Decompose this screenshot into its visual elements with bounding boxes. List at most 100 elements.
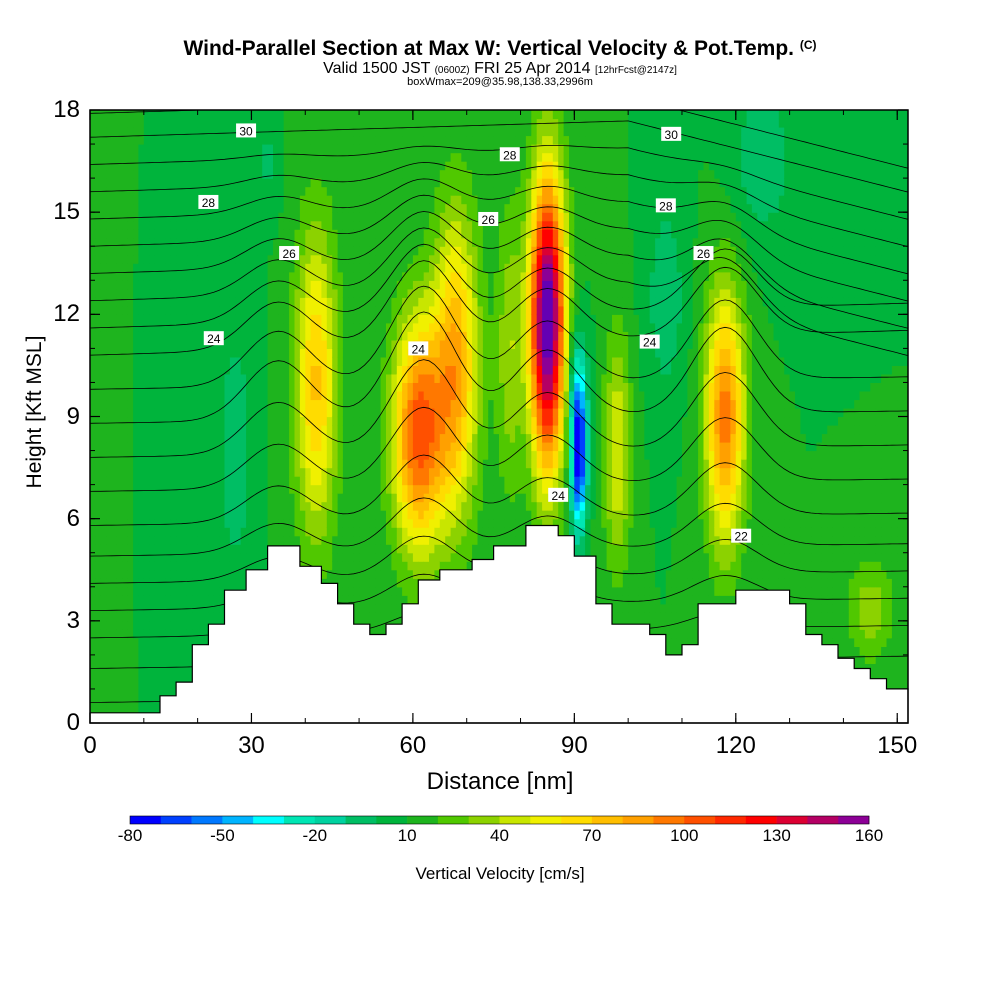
w-cell [133, 373, 140, 383]
w-cell [106, 569, 113, 579]
w-cell [369, 144, 376, 154]
w-cell [213, 493, 220, 503]
w-cell [143, 671, 150, 681]
w-cell [95, 229, 102, 239]
w-cell [100, 271, 107, 281]
w-cell [267, 152, 274, 162]
w-cell [143, 433, 150, 443]
w-cell [299, 280, 306, 290]
w-cell [160, 569, 166, 579]
w-cell [262, 263, 269, 273]
w-cell [106, 305, 113, 315]
w-cell [160, 663, 166, 673]
w-cell [224, 578, 231, 588]
w-cell [170, 561, 177, 571]
w-cell [176, 578, 183, 588]
w-cell [310, 331, 317, 341]
w-cell [273, 391, 279, 401]
w-cell [353, 314, 360, 324]
w-cell [149, 144, 156, 154]
w-cell [321, 246, 328, 256]
w-cell [299, 152, 306, 162]
w-cell [337, 288, 344, 298]
w-cell [412, 246, 419, 256]
w-cell [100, 484, 107, 494]
w-cell [192, 561, 199, 571]
w-cell [359, 280, 366, 290]
w-cell [402, 263, 409, 273]
w-cell [246, 365, 253, 375]
w-cell [176, 552, 183, 562]
w-cell [219, 169, 226, 179]
w-cell [429, 450, 435, 460]
w-cell [278, 288, 285, 298]
w-cell [100, 612, 107, 622]
w-cell [116, 408, 123, 418]
w-cell [181, 654, 188, 664]
w-cell [310, 178, 317, 188]
w-cell [95, 263, 102, 273]
w-cell [203, 603, 209, 613]
w-cell [429, 254, 435, 264]
w-cell [391, 254, 398, 264]
w-cell [127, 263, 134, 273]
w-cell [262, 399, 269, 409]
w-cell [402, 518, 409, 528]
w-cell [342, 408, 349, 418]
w-cell [106, 467, 113, 477]
w-cell [186, 544, 193, 554]
w-cell [332, 348, 339, 358]
w-cell [412, 561, 419, 571]
w-cell [229, 433, 236, 443]
w-cell [364, 271, 371, 281]
w-cell [439, 220, 446, 230]
w-cell [402, 144, 409, 154]
w-cell [439, 356, 446, 366]
w-cell [337, 527, 344, 537]
w-cell [235, 552, 242, 562]
w-cell [181, 348, 188, 358]
w-cell [100, 288, 107, 298]
w-cell [100, 229, 107, 239]
w-cell [154, 169, 161, 179]
w-cell [386, 254, 392, 264]
w-cell [116, 561, 123, 571]
w-cell [203, 305, 209, 315]
w-cell [90, 161, 96, 171]
w-cell [106, 118, 113, 128]
w-cell [133, 620, 140, 630]
w-cell [208, 144, 215, 154]
w-cell [192, 322, 199, 332]
w-cell [224, 178, 231, 188]
w-cell [326, 331, 333, 341]
w-cell [203, 612, 209, 622]
w-cell [116, 416, 123, 426]
w-cell [380, 186, 387, 196]
w-cell [310, 220, 317, 230]
w-cell [176, 288, 183, 298]
w-cell [143, 680, 150, 690]
w-cell [396, 459, 403, 469]
w-cell [181, 169, 188, 179]
w-cell [160, 518, 166, 528]
w-cell [165, 391, 172, 401]
w-cell [359, 220, 366, 230]
w-cell [332, 501, 339, 511]
w-cell [170, 339, 177, 349]
w-cell [111, 552, 118, 562]
w-cell [181, 314, 188, 324]
w-cell [407, 212, 414, 222]
w-cell [455, 535, 462, 545]
w-cell [407, 518, 414, 528]
w-cell [138, 365, 145, 375]
w-cell [197, 229, 204, 239]
w-cell [299, 314, 306, 324]
w-cell [127, 246, 134, 256]
w-cell [138, 467, 145, 477]
w-cell [138, 416, 145, 426]
w-cell [305, 314, 312, 324]
w-cell [455, 527, 462, 537]
w-cell [375, 399, 382, 409]
w-cell [412, 237, 419, 247]
w-cell [203, 433, 209, 443]
